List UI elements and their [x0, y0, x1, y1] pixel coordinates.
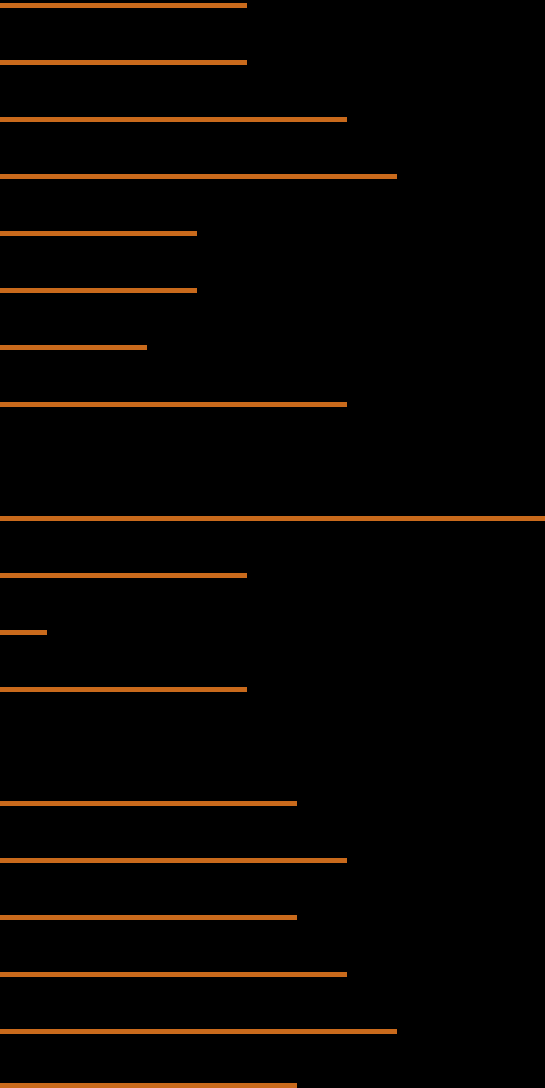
bar-15: [0, 972, 347, 977]
bar-7: [0, 402, 347, 407]
bar-0: [0, 3, 247, 8]
bar-16: [0, 1029, 397, 1034]
bar-14: [0, 915, 297, 920]
bar-2: [0, 117, 347, 122]
horizontal-bar-chart: [0, 0, 545, 1088]
bar-17: [0, 1083, 297, 1088]
bar-6: [0, 345, 147, 350]
bar-12: [0, 801, 297, 806]
bar-10: [0, 630, 47, 635]
bar-5: [0, 288, 197, 293]
bar-1: [0, 60, 247, 65]
bar-4: [0, 231, 197, 236]
bar-8: [0, 516, 545, 521]
bar-9: [0, 573, 247, 578]
bar-13: [0, 858, 347, 863]
bar-11: [0, 687, 247, 692]
bar-3: [0, 174, 397, 179]
